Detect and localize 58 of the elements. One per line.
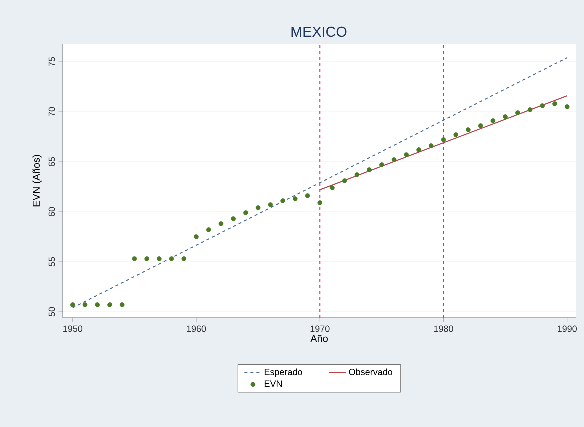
x-tick-label: 1960 (187, 326, 206, 332)
point (540, 104, 546, 108)
point (244, 210, 248, 216)
point (552, 102, 558, 106)
point (231, 216, 236, 222)
legend-label: Esperado (264, 368, 302, 378)
point (108, 302, 112, 308)
point (342, 178, 348, 184)
point (70, 302, 76, 308)
point (95, 302, 100, 308)
point (82, 302, 88, 308)
x-tick-label: 1950 (64, 326, 83, 332)
point (367, 168, 372, 172)
point (354, 172, 360, 178)
point (268, 202, 274, 208)
point (490, 118, 496, 124)
y-tick-label: 70 (48, 107, 56, 117)
x-tick-label: 1980 (434, 326, 454, 332)
point (182, 256, 187, 262)
point (454, 132, 458, 138)
y-tick-label: 65 (48, 157, 56, 167)
point (169, 256, 174, 262)
point (404, 152, 410, 158)
x-axis-title: Año (310, 335, 328, 342)
point (380, 162, 384, 168)
point (218, 222, 224, 226)
y-tick-label: 75 (48, 57, 56, 67)
point (157, 256, 162, 262)
point (120, 302, 125, 308)
point (503, 114, 508, 120)
y-tick-label: 55 (48, 257, 56, 267)
point (305, 194, 310, 198)
point (256, 206, 261, 210)
y-tick-label: 60 (48, 207, 56, 217)
point (416, 148, 422, 152)
chart-title: MEXICO (292, 26, 347, 38)
point (528, 108, 533, 112)
point (466, 128, 471, 132)
point (293, 196, 298, 202)
point (144, 256, 150, 262)
x-tick-label: 1990 (558, 326, 578, 332)
point (564, 104, 570, 110)
point (516, 110, 520, 116)
y-tick-label: 50 (48, 307, 56, 317)
point (206, 228, 212, 232)
point (194, 234, 199, 240)
point (318, 200, 323, 206)
y-axis-title: EVN (Años) (32, 155, 42, 207)
point (280, 198, 286, 204)
point (330, 186, 335, 190)
legend-label: EVN (264, 380, 282, 387)
point (441, 138, 446, 142)
point (392, 158, 397, 162)
point (132, 256, 138, 262)
point (478, 124, 484, 128)
legend-label: Observado (349, 368, 392, 376)
point (428, 144, 434, 148)
x-tick-label: 1970 (310, 326, 330, 332)
